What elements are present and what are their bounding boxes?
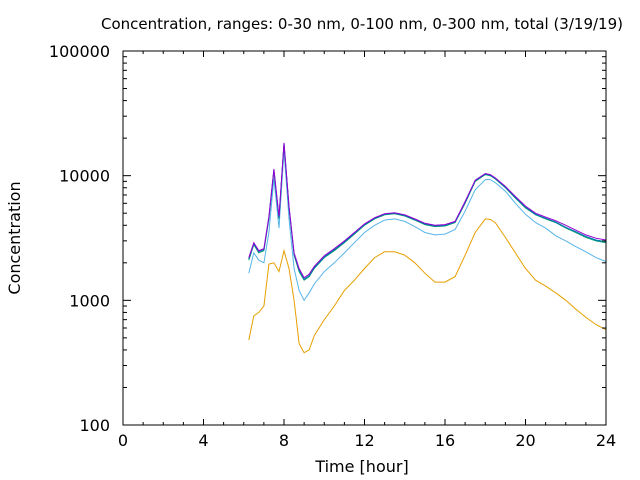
series-line-1 bbox=[248, 218, 607, 354]
y-tick-label: 10000 bbox=[59, 167, 110, 186]
y-tick-label: 1000 bbox=[69, 291, 110, 310]
y-axis: 100 1000 10000 100000 bbox=[49, 42, 606, 435]
y-tick-label: 100000 bbox=[49, 42, 110, 61]
x-axis: 0 4 8 12 16 20 24 bbox=[118, 51, 616, 450]
x-tick-label: 24 bbox=[596, 431, 616, 450]
x-tick-label: 4 bbox=[198, 431, 208, 450]
series-line-2 bbox=[248, 150, 607, 302]
series-layer bbox=[248, 142, 607, 354]
x-tick-label: 12 bbox=[354, 431, 374, 450]
series-line-3 bbox=[248, 143, 607, 281]
series-line-5 bbox=[248, 142, 607, 279]
chart-title: Concentration, ranges: 0-30 nm, 0-100 nm… bbox=[101, 15, 623, 33]
y-axis-label: Concentration bbox=[5, 181, 24, 294]
x-tick-label: 0 bbox=[118, 431, 128, 450]
series-line-4 bbox=[248, 143, 607, 280]
x-axis-label: Time [hour] bbox=[314, 457, 408, 476]
y-tick-label: 100 bbox=[79, 416, 110, 435]
x-tick-label: 8 bbox=[279, 431, 289, 450]
x-tick-label: 16 bbox=[435, 431, 455, 450]
plot-frame bbox=[122, 50, 607, 426]
x-tick-label: 20 bbox=[515, 431, 535, 450]
